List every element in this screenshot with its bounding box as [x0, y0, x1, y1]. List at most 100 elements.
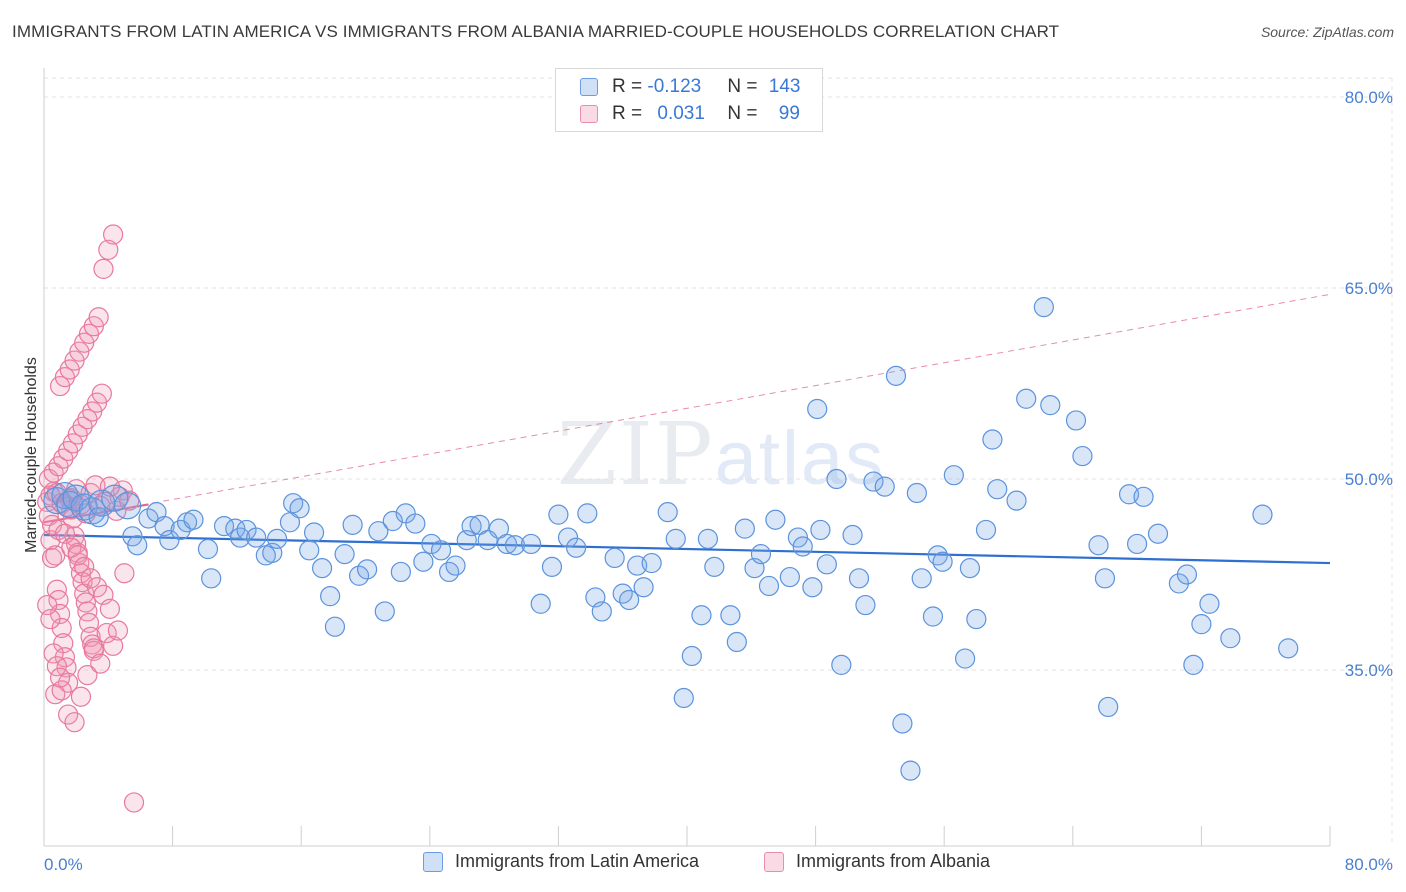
latin-america-point: [127, 535, 148, 556]
albania-point: [99, 476, 121, 497]
latin-america-point: [966, 608, 987, 630]
latin-america-point: [810, 519, 831, 541]
latin-america-point: [816, 554, 837, 575]
latin-america-point: [943, 465, 964, 486]
latin-america-point: [681, 645, 702, 667]
latin-america-point: [496, 533, 518, 555]
latin-america-point: [758, 575, 780, 597]
latin-america-point: [374, 601, 395, 622]
series-legend-label: Immigrants from Albania: [796, 851, 991, 871]
latin-america-point: [726, 631, 747, 653]
latin-america-point: [299, 540, 320, 561]
albania-point: [46, 579, 67, 600]
albania-point: [98, 239, 119, 260]
watermark: ZIPatlas: [557, 405, 885, 505]
latin-america-point: [900, 760, 921, 781]
latin-america-point: [982, 429, 1003, 450]
latin-america-point: [826, 468, 847, 490]
latin-america-point: [922, 606, 944, 627]
latin-america-point: [445, 555, 466, 576]
albania-point: [40, 608, 61, 630]
legend-n-value: 99: [778, 103, 800, 124]
latin-america-point: [959, 558, 981, 579]
y-axis-label: Married-couple Households: [23, 357, 40, 553]
latin-america-point: [892, 713, 913, 734]
latin-america-point: [197, 538, 219, 560]
x-tick-label: 0.0%: [44, 855, 83, 874]
latin-america-point: [1126, 533, 1148, 555]
latin-america-point: [303, 522, 325, 543]
chart-title: IMMIGRANTS FROM LATIN AMERICA VS IMMIGRA…: [12, 22, 1060, 41]
latin-america-point: [1088, 535, 1109, 556]
latin-america-point: [357, 559, 378, 580]
latin-america-point: [697, 528, 718, 549]
latin-america-point: [382, 510, 403, 532]
latin-america-point: [1072, 445, 1093, 467]
albania-trend-extended: [43, 293, 1331, 523]
latin-america-point: [577, 503, 598, 524]
latin-america-point: [807, 398, 828, 420]
latin-america-point: [987, 479, 1008, 500]
latin-america-point: [1278, 638, 1299, 659]
legend-swatch-pink: [580, 105, 598, 123]
albania-point: [64, 712, 85, 733]
albania-point: [107, 620, 129, 641]
albania-point: [91, 383, 112, 404]
latin-america-point: [461, 516, 482, 537]
latin-america-point: [906, 482, 927, 504]
tick-labels: 80.0% 65.0% 50.0% 35.0% 0.0% 80.0%: [44, 88, 1393, 874]
latin-america-point: [405, 513, 426, 534]
source-label: Source: ZipAtlas.com: [1260, 24, 1394, 40]
latin-america-point: [246, 527, 267, 548]
latin-america-point: [113, 492, 142, 520]
latin-america-point: [720, 605, 741, 626]
latin-america-point: [266, 528, 288, 549]
latin-america-point: [1220, 628, 1241, 649]
series-legend: Immigrants from Latin America Immigrants…: [0, 851, 1406, 877]
latin-america-point: [665, 528, 686, 549]
latin-america-point: [279, 512, 301, 533]
y-tick-label: 80.0%: [1345, 88, 1393, 107]
y-tick-label: 65.0%: [1345, 279, 1393, 298]
albania-point: [70, 686, 92, 707]
albania-point: [119, 490, 140, 511]
latin-america-point: [842, 524, 863, 546]
series-legend-latin-america[interactable]: Immigrants from Latin America: [423, 851, 699, 872]
albania-point: [93, 258, 114, 279]
latin-america-point: [1191, 614, 1212, 635]
latin-america-point: [954, 648, 976, 669]
latin-america-point: [657, 502, 678, 523]
latin-america-point: [704, 556, 725, 577]
latin-america-point: [541, 556, 563, 577]
latin-america-point: [1033, 297, 1054, 318]
legend-n-value: 143: [768, 76, 801, 97]
series-swatch-pink: [764, 851, 784, 872]
latin-america-point: [390, 561, 411, 583]
legend-r-label: R =: [612, 76, 648, 97]
albania-point: [46, 656, 67, 677]
legend-r-label: R =: [612, 103, 648, 124]
series-legend-label: Immigrants from Latin America: [455, 851, 700, 871]
latin-america-point: [548, 504, 569, 525]
series-legend-albania[interactable]: Immigrants from Albania: [764, 851, 990, 872]
latin-america-point: [1176, 564, 1198, 585]
latin-america-point: [831, 654, 852, 676]
latin-america-point: [348, 565, 370, 586]
albania-point: [45, 684, 66, 705]
albania-point: [88, 307, 109, 328]
legend-r-value: -0.123: [647, 76, 702, 97]
y-tick-label: 35.0%: [1345, 661, 1393, 680]
latin-america-point: [430, 540, 452, 561]
latin-america-point: [289, 498, 310, 519]
latin-america-point: [1040, 395, 1061, 416]
latin-america-point: [324, 616, 346, 637]
latin-america-point: [1183, 654, 1204, 676]
albania-point: [43, 643, 64, 664]
albania-point: [99, 598, 121, 619]
albania-point: [67, 545, 88, 566]
latin-america-point: [1098, 696, 1119, 718]
latin-america-point: [591, 601, 612, 622]
latin-america-point: [863, 471, 884, 492]
latin-america-point: [1133, 486, 1154, 507]
